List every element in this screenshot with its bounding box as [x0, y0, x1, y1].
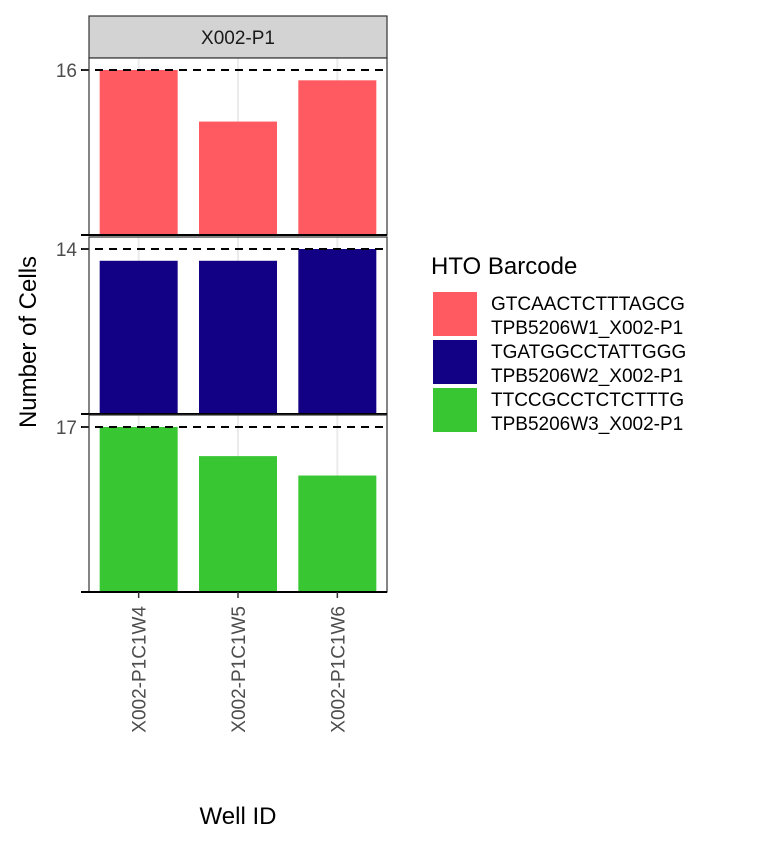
legend-label-line2: TPB5206W2_X002-P1 [491, 366, 683, 387]
x-tick-label: X002-P1C1W5 [229, 606, 250, 733]
bar [99, 70, 178, 235]
y-tick-label: 16 [56, 61, 77, 82]
facet-label: X002-P1 [201, 28, 275, 49]
y-axis-title: Number of Cells [15, 256, 42, 428]
legend-label-line2: TPB5206W3_X002-P1 [491, 414, 683, 435]
x-tick-label: X002-P1C1W6 [328, 606, 349, 733]
x-axis-title: Well ID [200, 803, 277, 830]
legend-title: HTO Barcode [431, 253, 577, 280]
bar [298, 80, 377, 235]
legend-swatch [433, 340, 477, 384]
legend: GTCAACTCTTTAGCG TPB5206W1_X002-P1 TGATGGCC… [433, 292, 686, 435]
x-tick-label: X002-P1C1W4 [130, 606, 151, 733]
legend-label-line1: TGATGGCCTATTGGG [491, 342, 686, 363]
x-tick-labels: X002-P1C1W4 X002-P1C1W5 X002-P1C1W6 [130, 592, 349, 733]
legend-swatch [433, 388, 477, 432]
bar [99, 260, 178, 414]
bar [199, 260, 277, 414]
bar [298, 249, 377, 414]
bar [99, 427, 178, 592]
legend-label-line1: GTCAACTCTTTAGCG [491, 294, 685, 315]
legend-swatch [433, 292, 477, 336]
bar [199, 121, 277, 235]
facet-strip [88, 15, 388, 59]
panel-3: 17 [56, 414, 388, 593]
y-tick-label: 17 [56, 418, 77, 439]
legend-label-line2: TPB5206W1_X002-P1 [491, 318, 683, 339]
bar [298, 475, 377, 592]
legend-label-line1: TTCCGCCTCTCTTTG [491, 390, 684, 411]
bar [199, 456, 277, 592]
y-tick-label: 14 [56, 240, 78, 261]
panel-2: 14 [56, 236, 388, 415]
panel-1: 16 [56, 57, 388, 236]
panels: 16 14 17 [56, 57, 388, 593]
